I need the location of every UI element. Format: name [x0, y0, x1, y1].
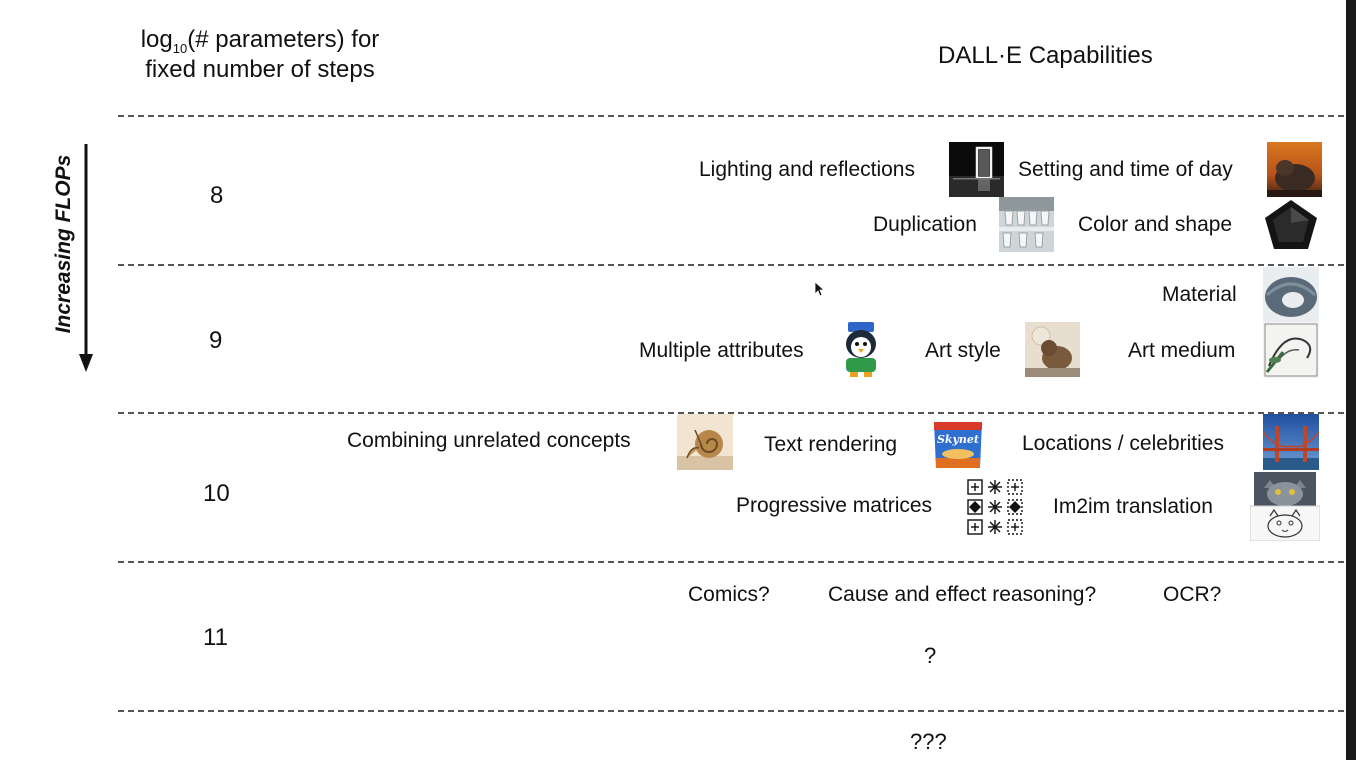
cat-photo-sketch-thumbnail: [1250, 472, 1320, 541]
capability-label: Art style: [925, 339, 1001, 362]
capability-label: Combining unrelated concepts: [347, 429, 631, 452]
param-9: 9: [209, 327, 223, 354]
skynet-text: Skynet: [937, 433, 979, 446]
capability-label: Im2im translation: [1053, 495, 1213, 518]
left-header-line1: log10(# parameters) for: [128, 26, 392, 56]
capability-label: ???: [910, 729, 947, 754]
log-subscript: 10: [172, 40, 188, 56]
snail-harp-thumbnail: [677, 414, 733, 470]
capability-label: Duplication: [873, 213, 977, 236]
left-header-line2: fixed number of steps: [145, 56, 375, 84]
capybara-painting-thumbnail: [1025, 322, 1080, 377]
matrix-grid-thumbnail: [966, 478, 1026, 536]
param-11: 11: [203, 624, 228, 651]
param-8: 8: [210, 182, 224, 209]
right-header: DALL·E Capabilities: [938, 42, 1153, 69]
door-reflection-thumbnail: [949, 142, 1004, 197]
capability-label: Comics?: [688, 583, 770, 606]
black-pentagon-thumbnail: [1263, 197, 1320, 252]
left-header-rest: (# parameters) for: [187, 26, 380, 53]
capability-label: Text rendering: [764, 433, 898, 456]
drawing-thumbnail: [1263, 322, 1319, 378]
divider-2: [118, 264, 1344, 266]
log-text: log: [140, 26, 173, 53]
stacked-cups-thumbnail: [999, 197, 1054, 252]
param-10: 10: [203, 480, 230, 507]
capability-label: Progressive matrices: [736, 494, 933, 517]
down-arrow-icon: [79, 144, 93, 372]
capability-label: Cause and effect reasoning?: [828, 583, 1097, 606]
skynet-bag-thumbnail: Skynet: [930, 418, 986, 472]
penguin-thumbnail: [834, 320, 888, 378]
golden-gate-thumbnail: [1263, 414, 1319, 470]
capability-label: Lighting and reflections: [699, 158, 915, 181]
divider-5: [118, 710, 1344, 712]
window-edge-bar: [1346, 0, 1356, 760]
capability-label: Material: [1162, 283, 1237, 306]
capability-label: Locations / celebrities: [1022, 432, 1224, 455]
capability-label: ?: [924, 643, 937, 668]
capability-label: Color and shape: [1078, 213, 1233, 236]
divider-3: [118, 412, 1344, 414]
divider-1: [118, 115, 1344, 117]
pillow-thumbnail: [1263, 267, 1319, 322]
capability-label: Multiple attributes: [639, 339, 804, 362]
capybara-sunset-thumbnail: [1267, 142, 1322, 197]
capability-label: Setting and time of day: [1018, 158, 1233, 181]
mouse-cursor-icon: [814, 281, 824, 297]
left-header: log10(# parameters) for fixed number of …: [128, 26, 392, 84]
capability-label: Art medium: [1128, 339, 1236, 362]
divider-4: [118, 561, 1344, 563]
capability-label: OCR?: [1163, 583, 1222, 606]
flops-axis-label: Increasing FLOPs: [52, 154, 75, 334]
